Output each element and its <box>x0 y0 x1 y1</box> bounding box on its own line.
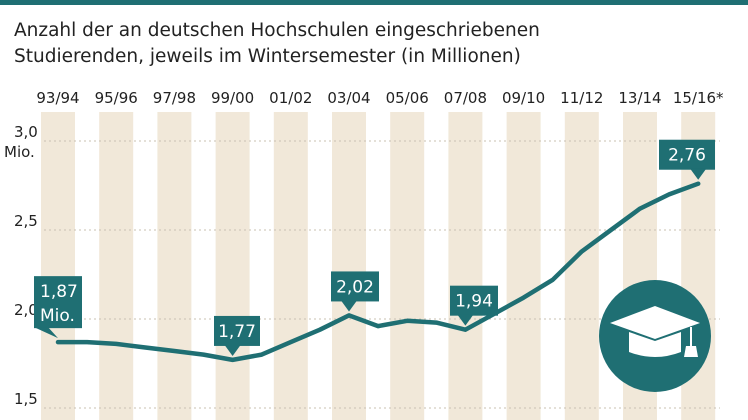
y-unit-label: Mio. <box>4 143 35 161</box>
data-label-pointer <box>34 327 58 339</box>
background-band <box>157 112 192 420</box>
data-label-value: 1,94 <box>455 292 493 312</box>
x-tick-label: 95/96 <box>95 89 138 107</box>
data-label: 1,94 <box>450 285 498 326</box>
x-tick-label: 07/08 <box>444 89 487 107</box>
x-tick-label: 11/12 <box>560 89 603 107</box>
data-label: 1,77 <box>214 315 260 356</box>
x-tick-label: 09/10 <box>502 89 545 107</box>
background-band <box>448 112 483 420</box>
background-band <box>99 112 134 420</box>
data-label-value: 2,76 <box>668 146 706 166</box>
x-tick-label: 13/14 <box>618 89 661 107</box>
x-tick-label: 99/00 <box>211 89 254 107</box>
background-band <box>41 112 75 420</box>
background-band <box>506 112 541 420</box>
data-label-box <box>659 139 715 170</box>
x-tick-label: 97/98 <box>153 89 196 107</box>
x-tick-label: 15/16* <box>673 89 724 107</box>
title-line-1: Anzahl der an deutschen Hochschulen eing… <box>14 20 540 41</box>
data-label-value: 1,87 <box>40 282 78 302</box>
series-line <box>55 181 701 363</box>
data-label-value: 1,77 <box>218 322 256 342</box>
title-line-2: Studierenden, jeweils im Wintersemester … <box>14 46 521 67</box>
background-band <box>564 112 599 420</box>
data-label-box <box>331 271 379 302</box>
data-label-box <box>450 285 498 316</box>
graduation-cap-icon <box>599 280 711 392</box>
data-labels: 1,87 Mio. 1,77 2,02 1,94 2,76 <box>34 139 715 356</box>
chart-title: Anzahl der an deutschen Hochschulen eing… <box>14 18 734 70</box>
background-band <box>215 112 250 420</box>
y-tick-label: 2,5 <box>14 212 38 230</box>
background-band <box>332 112 366 420</box>
data-label-box <box>214 315 260 346</box>
y-axis: 1,5 2,0 2,5 3,0 Mio. <box>4 123 720 409</box>
top-accent-bar <box>0 0 748 5</box>
x-tick-label: 05/06 <box>386 89 429 107</box>
data-label-pointer <box>690 168 707 180</box>
background-band <box>390 112 425 420</box>
data-label-pointer <box>341 300 357 312</box>
series-layer <box>55 181 701 363</box>
y-tick-label: 3,0 <box>14 123 38 141</box>
y-tick-label: 1,5 <box>14 390 38 408</box>
data-label-unit: Mio. <box>40 306 75 326</box>
data-label-value: 2,02 <box>336 277 374 297</box>
data-label-box <box>34 276 82 329</box>
x-tick-label: 03/04 <box>327 89 370 107</box>
x-tick-label: 93/94 <box>36 89 79 107</box>
x-tick-label: 01/02 <box>269 89 312 107</box>
data-label: 2,02 <box>331 271 379 312</box>
data-label: 1,87 Mio. <box>34 276 82 339</box>
data-label: 2,76 <box>659 139 715 180</box>
x-axis: 93/94 95/96 97/98 99/00 01/02 03/04 05/06 07/08… <box>36 89 724 107</box>
data-label-pointer <box>224 344 241 356</box>
data-label-pointer <box>457 314 474 326</box>
background-band <box>273 112 308 420</box>
y-tick-label: 2,0 <box>14 301 38 319</box>
